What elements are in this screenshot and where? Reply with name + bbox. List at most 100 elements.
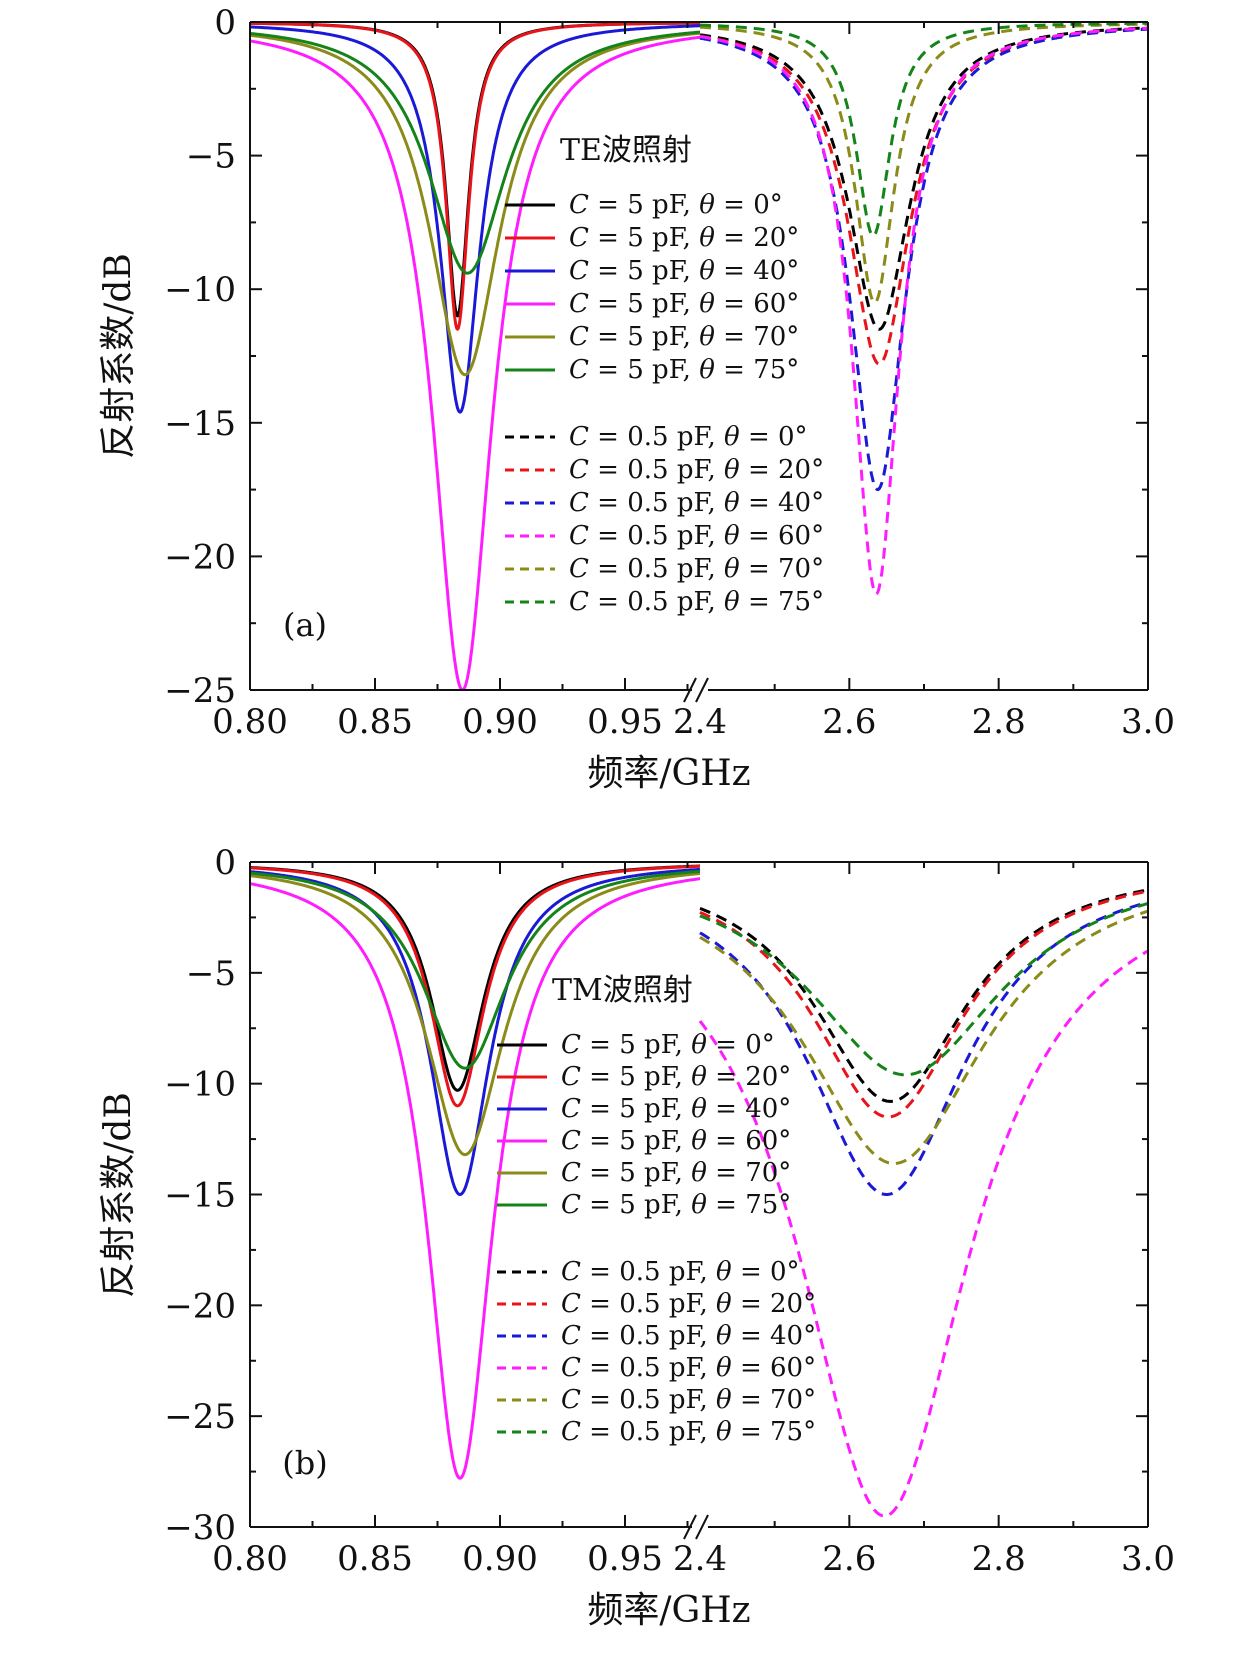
- legend-label: C = 0.5 pF, θ = 70°: [561, 1385, 816, 1415]
- series-line-7: [699, 889, 1148, 1119]
- legend-item: C = 5 pF, θ = 40°: [497, 1094, 791, 1124]
- series-line-10: [699, 909, 1148, 1165]
- legend-label: C = 0.5 pF, θ = 70°: [569, 554, 824, 584]
- series-line-6: [699, 888, 1148, 1103]
- x-tick-label: 0.95: [587, 702, 663, 742]
- y-tick-label: −10: [164, 270, 236, 310]
- legend-item: C = 5 pF, θ = 70°: [505, 322, 799, 352]
- legend-item: C = 0.5 pF, θ = 40°: [497, 1321, 816, 1351]
- y-tick-label: 0: [214, 843, 236, 883]
- legend-item: C = 0.5 pF, θ = 0°: [497, 1257, 800, 1287]
- x-tick-label: 3.0: [1121, 702, 1175, 742]
- legend-title: TM波照射: [552, 973, 693, 1008]
- y-tick-label: −5: [186, 954, 236, 994]
- x-axis-title: 频率/GHz: [587, 1590, 750, 1631]
- panel-b: 0 −5 −10 −15 −20 −25 −300.80 0.85 0.90 0.95 2.4 2.6…: [98, 843, 1175, 1631]
- series-line-3: [250, 35, 701, 690]
- series-line-3: [250, 877, 701, 1480]
- y-axis-title: 反射系数/dB: [98, 1092, 139, 1298]
- legend-label: C = 0.5 pF, θ = 75°: [561, 1417, 816, 1447]
- legend-item: C = 5 pF, θ = 70°: [497, 1158, 791, 1188]
- legend-item: C = 5 pF, θ = 75°: [497, 1190, 791, 1220]
- legend-item: C = 5 pF, θ = 20°: [497, 1062, 791, 1092]
- legend-item: C = 0.5 pF, θ = 20°: [505, 455, 824, 485]
- legend-item: C = 0.5 pF, θ = 20°: [497, 1289, 816, 1319]
- legend-item: C = 0.5 pF, θ = 70°: [497, 1385, 816, 1415]
- legend-item: C = 5 pF, θ = 0°: [497, 1030, 775, 1060]
- series-line-9: [699, 26, 1148, 596]
- x-tick-label: 2.6: [822, 1539, 876, 1579]
- legend-label: C = 5 pF, θ = 60°: [561, 1126, 791, 1156]
- legend-label: C = 5 pF, θ = 70°: [561, 1158, 791, 1188]
- legend-label: C = 0.5 pF, θ = 60°: [569, 521, 824, 551]
- y-tick-label: −30: [164, 1508, 236, 1548]
- x-tick-label: 3.0: [1121, 1539, 1175, 1579]
- legend-label: C = 0.5 pF, θ = 40°: [561, 1321, 816, 1351]
- y-tick-label: −25: [164, 1397, 236, 1437]
- x-axis-title: 频率/GHz: [587, 753, 750, 794]
- series-line-9: [698, 949, 1148, 1518]
- x-tick-label: 2.8: [972, 1539, 1026, 1579]
- legend-label: C = 5 pF, θ = 70°: [569, 322, 799, 352]
- legend-item: C = 0.5 pF, θ = 60°: [497, 1353, 816, 1383]
- y-tick-label: −15: [164, 1176, 236, 1216]
- x-tick-label: 0.80: [212, 702, 288, 742]
- series-line-2: [250, 867, 701, 1196]
- series-line-5: [250, 30, 701, 275]
- legend-label: C = 5 pF, θ = 75°: [561, 1190, 791, 1220]
- legend-item: C = 5 pF, θ = 60°: [505, 289, 799, 319]
- axis-break-mark: [695, 1514, 709, 1540]
- series-line-6: [699, 26, 1148, 331]
- y-tick-label: −5: [186, 137, 236, 177]
- axis-break-mark: [683, 1514, 697, 1540]
- legend-item: C = 5 pF, θ = 75°: [505, 355, 799, 385]
- legend-label: C = 0.5 pF, θ = 20°: [569, 455, 824, 485]
- y-tick-label: −10: [164, 1065, 236, 1105]
- panel-label: (a): [283, 606, 327, 644]
- legend-item: C = 5 pF, θ = 40°: [505, 256, 799, 286]
- legend-label: C = 0.5 pF, θ = 0°: [561, 1257, 800, 1287]
- legend-label: C = 5 pF, θ = 40°: [561, 1094, 791, 1124]
- legend-label: C = 5 pF, θ = 0°: [569, 190, 783, 220]
- x-tick-label: 0.90: [462, 1539, 538, 1579]
- x-tick-label: 0.95: [587, 1539, 663, 1579]
- axis-break-mark: [683, 677, 697, 703]
- legend-item: C = 0.5 pF, θ = 75°: [505, 587, 824, 617]
- legend-label: C = 5 pF, θ = 40°: [569, 256, 799, 286]
- legend-label: C = 0.5 pF, θ = 20°: [561, 1289, 816, 1319]
- y-tick-label: 0: [214, 3, 236, 43]
- legend-label: C = 5 pF, θ = 75°: [569, 355, 799, 385]
- legend-item: C = 0.5 pF, θ = 75°: [497, 1417, 816, 1447]
- y-tick-label: −20: [164, 1286, 236, 1326]
- legend-item: C = 5 pF, θ = 60°: [497, 1126, 791, 1156]
- series-line-8: [699, 27, 1148, 492]
- legend-item: C = 5 pF, θ = 20°: [505, 223, 799, 253]
- series-line-11: [699, 902, 1148, 1077]
- legend-item: C = 0.5 pF, θ = 70°: [505, 554, 824, 584]
- legend-item: C = 0.5 pF, θ = 60°: [505, 521, 824, 551]
- legend-label: C = 0.5 pF, θ = 75°: [569, 587, 824, 617]
- legend-item: C = 5 pF, θ = 0°: [505, 190, 783, 220]
- x-tick-label: 2.4: [673, 702, 727, 742]
- axis-break-mark: [695, 677, 709, 703]
- y-tick-label: −20: [164, 537, 236, 577]
- y-axis-title: 反射系数/dB: [98, 253, 139, 459]
- legend-label: C = 5 pF, θ = 60°: [569, 289, 799, 319]
- x-tick-label: 2.8: [972, 702, 1026, 742]
- legend-title: TE波照射: [560, 133, 692, 168]
- legend-label: C = 0.5 pF, θ = 40°: [569, 488, 824, 518]
- x-tick-label: 0.80: [212, 1539, 288, 1579]
- panel-label: (b): [282, 1444, 327, 1482]
- x-tick-label: 2.4: [673, 1539, 727, 1579]
- series-line-5: [250, 869, 701, 1070]
- y-tick-label: −15: [164, 404, 236, 444]
- legend-item: C = 0.5 pF, θ = 0°: [505, 422, 808, 452]
- x-tick-label: 0.90: [462, 702, 538, 742]
- panel-a: 0 −5 −10 −15 −20 −250.80 0.85 0.90 0.95 2.4 2.6 2.8…: [98, 3, 1175, 794]
- legend-item: C = 0.5 pF, θ = 40°: [505, 488, 824, 518]
- x-tick-label: 0.85: [337, 1539, 413, 1579]
